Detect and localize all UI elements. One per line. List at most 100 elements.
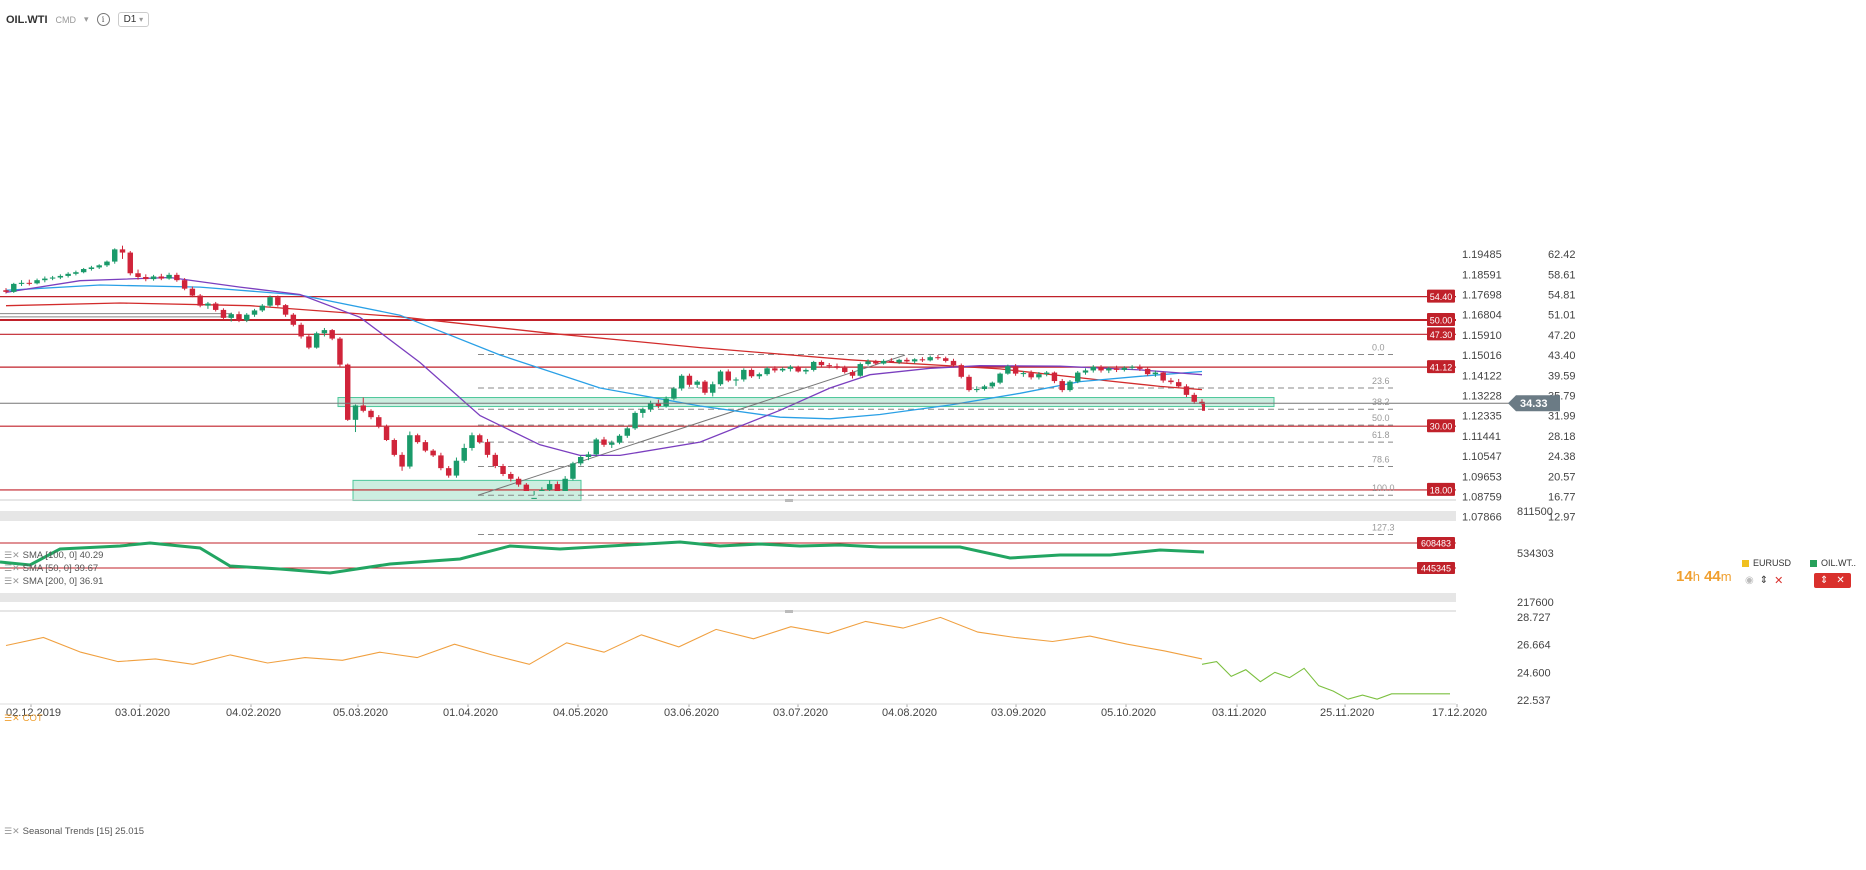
candle-body <box>26 282 33 284</box>
level-tag <box>1427 327 1455 341</box>
timeframe-select[interactable]: D1 ▾ <box>117 12 150 27</box>
seasonal-legend[interactable]: ☰✕ Seasonal Trends [15] 25.015 <box>4 826 144 837</box>
candle-body <box>57 275 64 278</box>
x-axis-label: 03.11.2020 <box>1212 707 1266 719</box>
candle-body <box>717 371 724 385</box>
candle-body <box>678 375 685 389</box>
candle-body <box>290 314 297 325</box>
sma-legend-label: SMA [200, 0] 36.91 <box>22 576 104 587</box>
eye-icon[interactable]: ◉ <box>1745 574 1754 586</box>
overlay-legend-label: EURUSD <box>1753 558 1792 568</box>
candle-body <box>119 249 126 253</box>
candle-body <box>1191 394 1197 402</box>
candle-body <box>1129 366 1135 368</box>
settings-icon[interactable]: ☰✕ <box>4 713 20 723</box>
candle-body <box>298 324 304 337</box>
seasonal-scale-label: 24.600 <box>1517 667 1551 679</box>
timer-hours-unit: h <box>1692 569 1700 584</box>
candle-body <box>640 409 646 413</box>
candle-body <box>1152 372 1159 375</box>
candle-body <box>306 336 312 348</box>
chevron-down-icon[interactable]: ▾ <box>84 14 89 24</box>
candle-body <box>958 365 964 377</box>
price-scale-label: 1.11441 <box>1462 431 1501 443</box>
info-icon[interactable]: i <box>96 13 110 26</box>
level-tag-label: 54.40 <box>1430 292 1453 302</box>
x-axis-label: 02.12.2019 <box>6 707 61 719</box>
candle-body <box>935 357 941 359</box>
candle-body <box>1098 366 1104 371</box>
candle-body <box>764 368 770 375</box>
candle-body <box>974 389 980 391</box>
price-scale-label: 1.12335 <box>1462 411 1502 423</box>
settings-icon[interactable]: ☰✕ <box>4 550 20 560</box>
candle-body <box>562 478 568 491</box>
candle-body <box>104 261 110 266</box>
candle-body <box>904 359 910 362</box>
fib-label: 23.6 <box>1372 376 1390 386</box>
candle-body <box>88 267 95 270</box>
seasonal-label: Seasonal Trends [15] 25.015 <box>22 826 145 837</box>
candle-body <box>42 278 48 281</box>
settings-icon[interactable]: ☰✕ <box>4 563 20 573</box>
reorder-icon[interactable]: ⇕ <box>1820 574 1829 586</box>
candle-body <box>492 454 498 467</box>
candle-body <box>477 435 483 443</box>
candle-body <box>609 442 615 445</box>
settings-icon[interactable]: ☰✕ <box>4 576 20 586</box>
support-zone-upper <box>337 397 1275 408</box>
price-scale-label: 58.61 <box>1548 269 1576 281</box>
volume-tag-label: 445345 <box>1421 564 1451 574</box>
candle-body <box>1144 368 1151 375</box>
sma-legend-100[interactable]: ☰✕ SMA [100, 0] 40.29 <box>4 550 103 561</box>
overlay-legend-oil[interactable]: OIL.WT.. <box>1810 558 1856 568</box>
candle-body <box>1183 386 1190 395</box>
fib-label: 100.0 <box>1372 483 1395 493</box>
candle-body <box>570 463 576 479</box>
close-icon[interactable]: ✕ <box>1774 574 1784 587</box>
close-icon[interactable]: ✕ <box>1836 574 1845 586</box>
candle-body <box>352 405 359 420</box>
price-scale-label: 62.42 <box>1548 249 1576 261</box>
candle-body <box>873 361 879 364</box>
reorder-icon[interactable]: ⇕ <box>1759 574 1769 586</box>
x-axis-label: 05.03.2020 <box>333 707 388 719</box>
candle-body <box>1059 381 1065 391</box>
volume-scale-label: 811500 <box>1517 506 1553 518</box>
candle-body <box>1168 380 1174 383</box>
candle-body <box>469 435 475 448</box>
candle-body <box>515 478 522 485</box>
x-axis-label: 03.01.2020 <box>115 707 170 719</box>
sma-legend-200[interactable]: ☰✕ SMA [200, 0] 36.91 <box>4 576 103 587</box>
candle-timer: 14h 44m <box>1676 568 1732 585</box>
candle-body <box>826 365 832 367</box>
candle-body <box>181 280 188 289</box>
level-tag <box>1427 360 1455 374</box>
candle-body <box>616 435 623 443</box>
pane-resize-handle <box>785 610 793 613</box>
cot-legend[interactable]: ☰✕ COT <box>4 713 43 724</box>
price-scale-label: 1.09653 <box>1462 471 1502 483</box>
candle-body <box>632 412 638 429</box>
volume-tag <box>1417 537 1455 549</box>
candle-body <box>531 497 537 499</box>
cot-label: COT <box>22 713 43 724</box>
fib-label: 0.0 <box>1372 343 1385 353</box>
candle-body <box>702 381 708 393</box>
candle-body <box>3 290 9 292</box>
symbol-label[interactable]: OIL.WTI <box>6 13 48 26</box>
sma-legend-50[interactable]: ☰✕ SMA [50, 0] 39.67 <box>4 563 98 574</box>
candle-body <box>189 288 196 296</box>
candle-body <box>275 297 281 306</box>
candle-body <box>220 309 227 318</box>
candle-body <box>344 364 351 420</box>
overlay-legend-eurusd[interactable]: EURUSD <box>1742 558 1791 568</box>
candle-body <box>236 314 242 321</box>
price-scale-label: 24.38 <box>1548 451 1576 463</box>
candle-body <box>321 330 328 334</box>
settings-icon[interactable]: ☰✕ <box>4 826 20 836</box>
volume-scale-label: 534303 <box>1517 548 1554 560</box>
candle-body <box>407 435 413 467</box>
candle-body <box>166 274 172 279</box>
